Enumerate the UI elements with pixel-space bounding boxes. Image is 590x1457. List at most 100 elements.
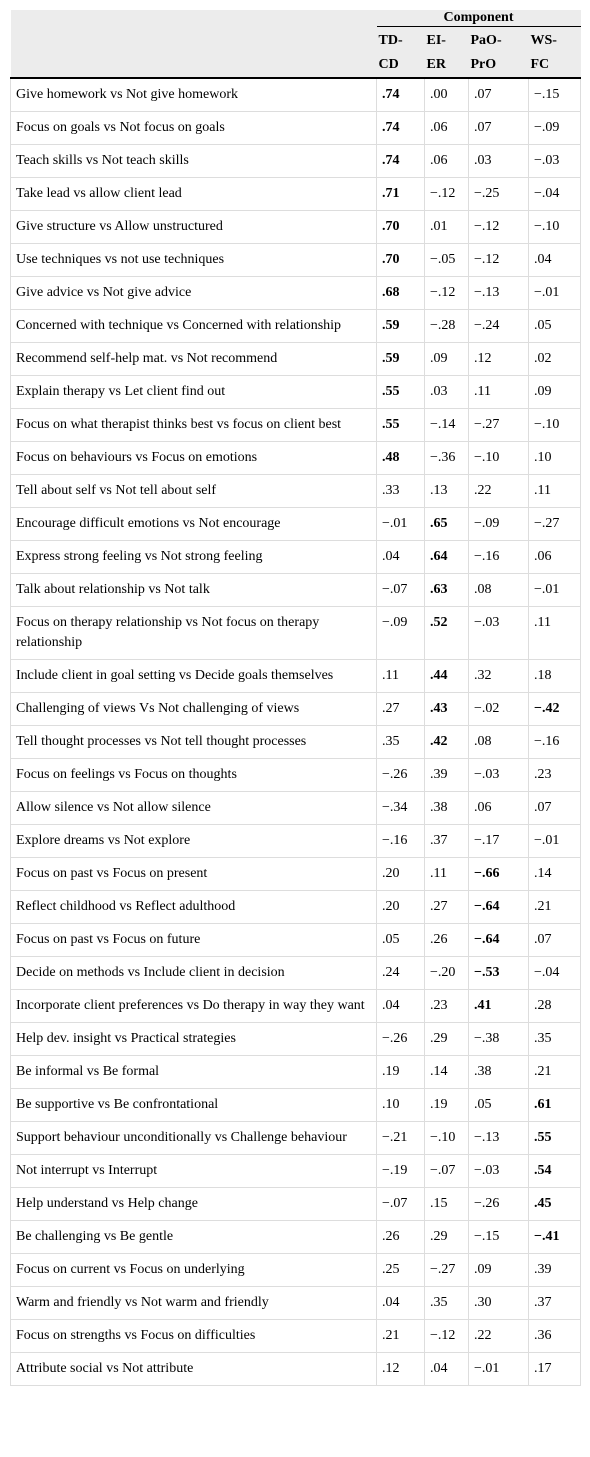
- loading-cell: −.09: [528, 111, 582, 145]
- loading-cell: .35: [528, 1022, 582, 1056]
- table-row: Give structure vs Allow unstructured .70.…: [10, 210, 582, 244]
- table-row: Give homework vs Not give homework .74.00…: [10, 78, 582, 112]
- loading-cell: −.10: [528, 210, 582, 244]
- table-row: Recommend self-help mat. vs Not recommen…: [10, 342, 582, 376]
- loading-cell: .37: [424, 824, 469, 858]
- row-label: Warm and friendly vs Not warm and friend…: [10, 1286, 377, 1320]
- loading-cell: .18: [528, 659, 582, 693]
- row-label: Focus on feelings vs Focus on thoughts: [10, 758, 377, 792]
- loading-cell: −.05: [424, 243, 469, 277]
- loading-cell: .06: [468, 791, 529, 825]
- row-label: Attribute social vs Not attribute: [10, 1352, 377, 1386]
- table-row: Take lead vs allow client lead .71 −.12 −.2…: [10, 177, 582, 211]
- row-label: Help understand vs Help change: [10, 1187, 377, 1221]
- loading-cell: .13: [424, 474, 469, 508]
- loading-cell: .32: [468, 659, 529, 693]
- loading-cell: .55: [376, 408, 425, 442]
- table-row: Explore dreams vs Not explore −.16.37 −.17…: [10, 824, 582, 858]
- loading-cell: −.01: [528, 276, 582, 310]
- loading-cell: .17: [528, 1352, 582, 1386]
- loading-cell: .14: [424, 1055, 469, 1089]
- table-row: Focus on feelings vs Focus on thoughts −.…: [10, 758, 582, 792]
- loading-cell: .35: [424, 1286, 469, 1320]
- loading-cell: .26: [376, 1220, 425, 1254]
- loading-cell: −.28: [424, 309, 469, 343]
- table-row: Use techniques vs not use techniques .70−…: [10, 243, 582, 277]
- loading-cell: −.36: [424, 441, 469, 475]
- loading-cell: .20: [376, 890, 425, 924]
- row-label: Explain therapy vs Let client find out: [10, 375, 377, 409]
- table-row: Warm and friendly vs Not warm and friend…: [10, 1286, 582, 1320]
- table-row: Focus on goals vs Not focus on goals .74.…: [10, 111, 582, 145]
- loading-cell: .37: [528, 1286, 582, 1320]
- loading-cell: −.16: [468, 540, 529, 574]
- table-row: Encourage difficult emotions vs Not enco…: [10, 507, 582, 541]
- loading-cell: −.01: [376, 507, 425, 541]
- loading-cell: .23: [424, 989, 469, 1023]
- table-row: Challenging of views Vs Not challenging …: [10, 692, 582, 726]
- row-label: Tell about self vs Not tell about self: [10, 474, 377, 508]
- loading-cell: .19: [424, 1088, 469, 1122]
- loading-cell: .35: [376, 725, 425, 759]
- loading-cell: .04: [528, 243, 582, 277]
- loading-cell: −.26: [468, 1187, 529, 1221]
- loading-cell: .30: [468, 1286, 529, 1320]
- table-row: Decide on methods vs Include client in d…: [10, 956, 582, 990]
- loading-cell: .29: [424, 1220, 469, 1254]
- row-label: Focus on past vs Focus on future: [10, 923, 377, 957]
- loading-cell: .07: [528, 791, 582, 825]
- loading-cell: −.66: [468, 857, 529, 891]
- loading-cell: .26: [424, 923, 469, 957]
- table-row: Focus on what therapist thinks best vs f…: [10, 408, 582, 442]
- column-header: EI-ER: [424, 26, 469, 79]
- row-label: Give structure vs Allow unstructured: [10, 210, 377, 244]
- table-row: Attribute social vs Not attribute .12.04−…: [10, 1352, 582, 1386]
- loading-cell: .00: [424, 78, 469, 112]
- loading-cell: .10: [528, 441, 582, 475]
- loading-cell: .23: [528, 758, 582, 792]
- loading-cell: .15: [424, 1187, 469, 1221]
- row-label: Give advice vs Not give advice: [10, 276, 377, 310]
- loading-cell: .74: [376, 111, 425, 145]
- loading-cell: −.26: [376, 1022, 425, 1056]
- loading-cell: .22: [468, 1319, 529, 1353]
- loading-cell: .33: [376, 474, 425, 508]
- loading-cell: −.16: [528, 725, 582, 759]
- row-label: Support behaviour unconditionally vs Cha…: [10, 1121, 377, 1155]
- loading-cell: −.53: [468, 956, 529, 990]
- loading-cell: −.12: [468, 210, 529, 244]
- loading-cell: .59: [376, 342, 425, 376]
- row-label: Encourage difficult emotions vs Not enco…: [10, 507, 377, 541]
- loading-cell: −.14: [424, 408, 469, 442]
- row-label: Give homework vs Not give homework: [10, 78, 377, 112]
- loading-cell: −.27: [424, 1253, 469, 1287]
- loading-cell: .11: [376, 659, 425, 693]
- table-row: Be supportive vs Be confrontational .10.1…: [10, 1088, 582, 1122]
- table-row: Focus on past vs Focus on future .05.26 −.…: [10, 923, 582, 957]
- row-label: Be challenging vs Be gentle: [10, 1220, 377, 1254]
- loading-cell: .08: [468, 725, 529, 759]
- loading-cell: .61: [528, 1088, 582, 1122]
- loading-cell: .04: [376, 989, 425, 1023]
- table-row: Focus on past vs Focus on present .20.11−…: [10, 857, 582, 891]
- row-label: Use techniques vs not use techniques: [10, 243, 377, 277]
- loading-cell: .39: [528, 1253, 582, 1287]
- loading-cell: .03: [468, 144, 529, 178]
- row-label: Decide on methods vs Include client in d…: [10, 956, 377, 990]
- loading-cell: −.09: [468, 507, 529, 541]
- loading-cell: .09: [468, 1253, 529, 1287]
- loading-cell: .59: [376, 309, 425, 343]
- row-label: Express strong feeling vs Not strong fee…: [10, 540, 377, 574]
- row-label: Talk about relationship vs Not talk: [10, 573, 377, 607]
- table-header: Component TD-CD EI-ER PaO-PrO WS-FC: [10, 10, 581, 79]
- loading-cell: .21: [528, 890, 582, 924]
- loading-cell: −.03: [528, 144, 582, 178]
- group-header: Component: [376, 10, 581, 27]
- loading-cell: .27: [376, 692, 425, 726]
- loading-cell: .36: [528, 1319, 582, 1353]
- loading-cell: .41: [468, 989, 529, 1023]
- loading-cell: −.16: [376, 824, 425, 858]
- row-label: Incorporate client preferences vs Do the…: [10, 989, 377, 1023]
- loading-cell: .19: [376, 1055, 425, 1089]
- loading-cell: .06: [424, 111, 469, 145]
